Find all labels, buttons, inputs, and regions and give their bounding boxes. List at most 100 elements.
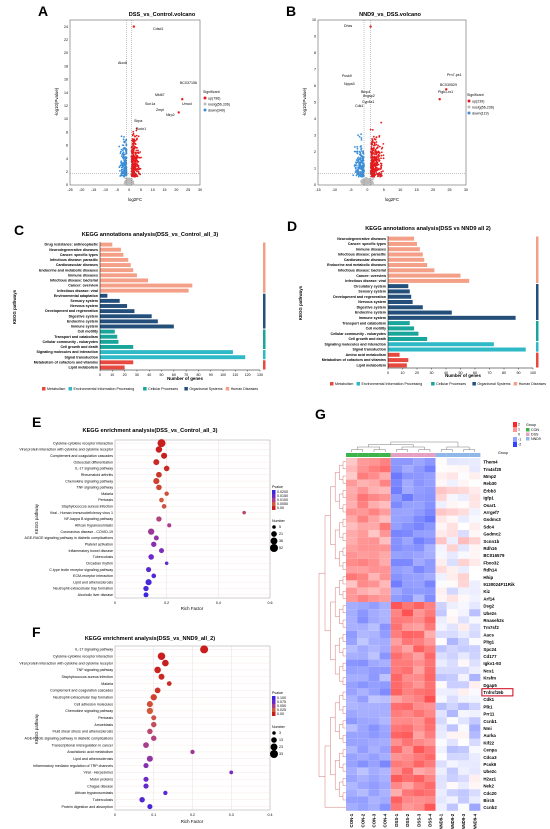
heatmap-cell — [446, 544, 458, 552]
bar — [388, 305, 423, 310]
dendrogram-branch — [342, 533, 346, 541]
x-tick-label: 100 — [530, 371, 536, 375]
volcano-point — [360, 147, 363, 150]
x-tick-label: 0 — [366, 188, 368, 192]
volcano-point — [380, 162, 383, 165]
group-strip — [536, 284, 539, 320]
heatmap-cell — [379, 573, 391, 581]
volcano-point — [377, 144, 380, 147]
legend-down: down(119) — [472, 112, 489, 116]
y-tick-label: 12 — [64, 104, 68, 108]
heatmap-cell — [446, 666, 458, 674]
enrichment-dot — [146, 566, 152, 573]
gene-label: 9130024F11Rik — [483, 582, 515, 587]
heatmap-cell — [357, 782, 369, 790]
volcano-point — [360, 150, 363, 152]
legend-down-dot — [467, 111, 471, 115]
category-label: Metabolism of cofactors and vitamins — [322, 358, 386, 362]
heatmap-cell — [357, 573, 369, 581]
volcano-point — [380, 151, 383, 154]
bar — [388, 263, 428, 268]
volcano-point — [361, 171, 364, 174]
heatmap-cell — [379, 623, 391, 631]
heatmap-cell — [379, 652, 391, 660]
heatmap-cell — [458, 472, 470, 480]
x-tick-label: 0 — [114, 813, 116, 817]
volcano-a-points — [70, 20, 200, 186]
volcano-point — [132, 156, 135, 159]
heatmap-cell — [379, 522, 391, 530]
group-bar-cell — [368, 453, 380, 457]
volcano-point — [136, 163, 139, 166]
volcano-point — [139, 151, 142, 153]
heatmap-cell — [446, 724, 458, 732]
heatmap-cell — [458, 666, 470, 674]
heatmap-cell — [390, 580, 402, 588]
heatmap-cell — [357, 594, 369, 602]
heatmap-cell — [424, 688, 436, 696]
pathway-label: Circadian rhythm — [86, 561, 113, 565]
volcano-point — [123, 169, 126, 172]
heatmap-cell — [390, 566, 402, 574]
category-label: Signal transduction — [352, 348, 386, 352]
volcano-point — [136, 175, 139, 178]
heatmap-cell — [435, 594, 447, 602]
volcano-point — [375, 141, 378, 143]
heatmap-cell — [435, 544, 447, 552]
volcano-point — [368, 181, 371, 184]
volcano-point — [374, 174, 376, 176]
gene-label: Prr11 — [483, 712, 495, 717]
kegg-c-xlabel: Number of genes — [167, 376, 203, 381]
heatmap-cell — [446, 602, 458, 610]
heatmap-cell — [469, 537, 481, 545]
bar — [388, 336, 428, 341]
size-legend-label: 21 — [279, 532, 283, 536]
heatmap-cell — [446, 501, 458, 509]
heatmap-cell — [357, 796, 369, 804]
heatmap-cell — [379, 609, 391, 617]
heatmap-cell — [424, 710, 436, 718]
enrichment-dot — [146, 707, 154, 715]
heatmap-cell — [424, 609, 436, 617]
heatmap-cell — [458, 486, 470, 494]
category-label: Cell growth and death — [60, 345, 98, 349]
enrichment-dot — [159, 497, 164, 503]
gene-label: Cdca3 — [483, 755, 497, 760]
category-label: Sensory system — [70, 299, 98, 303]
dendrogram-branch — [342, 735, 346, 743]
heatmap-cell — [446, 515, 458, 523]
volcano-point — [124, 166, 127, 169]
scale-label: -1 — [518, 438, 521, 442]
volcano-b-frame — [317, 19, 467, 186]
heatmap-cell — [469, 573, 481, 581]
heatmap-cell — [357, 659, 369, 667]
volcano-point — [373, 175, 376, 178]
heatmap-cell — [435, 717, 447, 725]
heatmap-cell — [413, 465, 425, 473]
heatmap-cell — [346, 681, 358, 689]
gene-label: Birc5 — [483, 798, 495, 803]
heatmap-cell — [346, 652, 358, 660]
pathway-label: Lipid and atherosclerosis — [73, 757, 113, 761]
volcano-point — [135, 159, 138, 162]
column-label: DSS-1 — [394, 813, 399, 826]
volcano-labeled-point — [177, 111, 180, 114]
x-tick-label: -5 — [349, 188, 352, 192]
colorbar-label: 0.00 — [277, 506, 284, 510]
volcano-point — [371, 142, 373, 145]
heatmap-cell — [390, 652, 402, 660]
x-tick-label: 30 — [198, 188, 202, 192]
volcano-point — [121, 164, 123, 167]
volcano-point — [120, 155, 123, 158]
heatmap-cell — [435, 587, 447, 595]
heatmap-cell — [413, 602, 425, 610]
heatmap-cell — [424, 573, 436, 581]
heatmap-cell — [469, 710, 481, 718]
dendrogram-branch — [373, 449, 386, 452]
enrichment-dot — [151, 573, 157, 579]
pathway-label: IL-17 signaling pathway — [75, 648, 113, 652]
size-legend-label: 52 — [279, 546, 283, 550]
pathway-label: Osteoclast differentiation — [74, 460, 114, 464]
heatmap-cell — [446, 731, 458, 739]
heatmap-cell — [390, 587, 402, 595]
